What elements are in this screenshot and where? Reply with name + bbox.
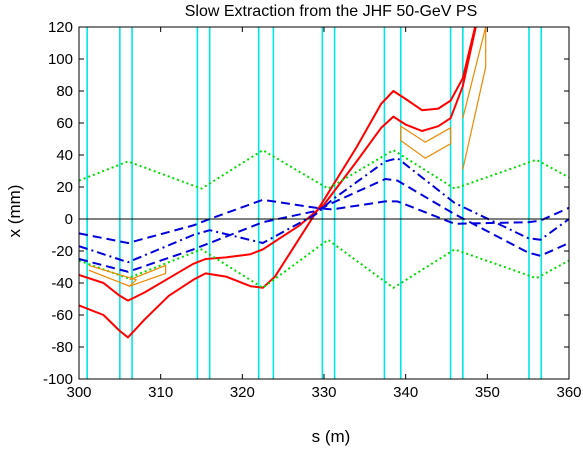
y-tick-label-8: 60 xyxy=(56,115,73,132)
x-tick-label-3: 330 xyxy=(311,384,336,401)
x-tick-label-4: 340 xyxy=(393,384,418,401)
y-tick-label-3: -40 xyxy=(51,275,73,292)
y-tick-label-10: 100 xyxy=(48,51,73,68)
series-2-dotted xyxy=(79,149,569,190)
septum-3 xyxy=(462,27,487,170)
series-1-solid xyxy=(79,27,477,302)
series-0-solid xyxy=(79,27,477,339)
series-3-dotted xyxy=(79,238,569,289)
y-tick-label-7: 40 xyxy=(56,147,73,164)
y-axis-label: x (mm) xyxy=(5,185,24,238)
septum-1 xyxy=(129,264,167,287)
y-tick-label-9: 80 xyxy=(56,83,73,100)
x-tick-label-0: 300 xyxy=(66,384,91,401)
septum-0 xyxy=(88,264,138,287)
y-tick-label-2: -60 xyxy=(51,307,73,324)
x-tick-label-1: 310 xyxy=(148,384,173,401)
beamline-elements xyxy=(86,27,543,379)
axis-ticks: 300 310 320 330 340 350 360 -100 -80 -60 -40 -20 0 20… xyxy=(43,19,582,401)
septum-2 xyxy=(400,125,452,159)
series-layer xyxy=(79,27,569,339)
x-tick-label-2: 320 xyxy=(230,384,255,401)
x-tick-label-6: 360 xyxy=(556,384,581,401)
y-tick-label-5: 0 xyxy=(65,211,73,228)
septum-markers xyxy=(88,27,487,287)
y-tick-label-0: -100 xyxy=(43,371,73,388)
series-6-dashed xyxy=(79,198,569,244)
chart-title: Slow Extraction from the JHF 50-GeV PS xyxy=(185,3,478,20)
y-tick-label-11: 120 xyxy=(48,19,73,36)
y-tick-label-4: -20 xyxy=(51,243,73,260)
series-4-dashed xyxy=(79,178,569,273)
y-tick-label-1: -80 xyxy=(51,339,73,356)
x-tick-label-5: 350 xyxy=(475,384,500,401)
y-tick-label-6: 20 xyxy=(56,179,73,196)
series-5-dashdot xyxy=(79,157,569,264)
x-axis-label: s (m) xyxy=(312,427,351,446)
